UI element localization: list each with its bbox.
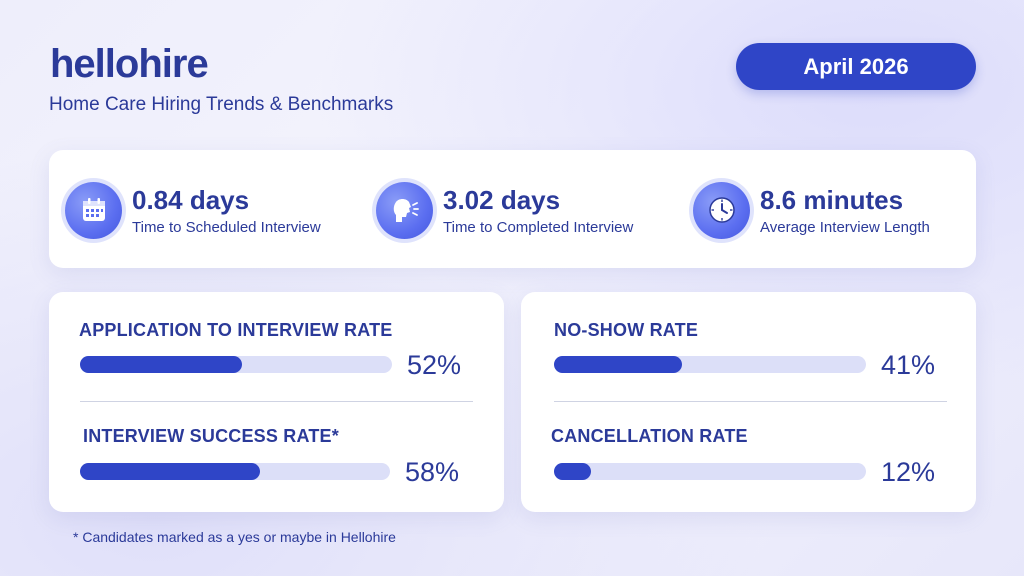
page-subtitle: Home Care Hiring Trends & Benchmarks bbox=[49, 94, 394, 115]
progress-fill bbox=[80, 463, 260, 480]
progress-fill bbox=[554, 356, 682, 373]
metric-no-show: NO-SHOW RATE bbox=[554, 320, 954, 341]
progress-bar bbox=[554, 356, 866, 373]
clock-icon bbox=[693, 181, 750, 239]
hellohire-logo: hellohire bbox=[50, 40, 209, 88]
stat-average-interview-length: 8.6 minutes Average Interview Length bbox=[693, 180, 930, 240]
metric-title: NO-SHOW RATE bbox=[554, 320, 699, 340]
logo-part-hello: hello bbox=[50, 42, 139, 86]
calendar-icon bbox=[65, 181, 122, 239]
stat-label: Time to Scheduled Interview bbox=[132, 218, 321, 236]
metric-value: 12% bbox=[881, 457, 936, 487]
stats-card: 0.84 days Time to Scheduled Interview 3.… bbox=[49, 150, 976, 268]
metric-value: 41% bbox=[881, 350, 936, 380]
metric-value: 58% bbox=[405, 457, 460, 487]
stat-label: Average Interview Length bbox=[760, 218, 930, 236]
metric-application-to-interview: APPLICATION TO INTERVIEW RATE bbox=[79, 320, 479, 341]
date-badge: April 2026 bbox=[736, 43, 976, 90]
stat-label: Time to Completed Interview bbox=[443, 218, 634, 236]
speaking-head-icon bbox=[376, 181, 433, 239]
metric-title: CANCELLATION RATE bbox=[551, 426, 748, 446]
divider bbox=[80, 401, 473, 402]
footnote: * Candidates marked as a yes or maybe in… bbox=[73, 529, 396, 545]
progress-fill bbox=[554, 463, 592, 480]
stat-time-to-scheduled: 0.84 days Time to Scheduled Interview bbox=[65, 180, 321, 240]
stat-value: 8.6 minutes bbox=[760, 184, 904, 215]
metrics-card-left: APPLICATION TO INTERVIEW RATE 52% INTERV… bbox=[49, 292, 504, 512]
logo-part-hire: hire bbox=[138, 42, 208, 86]
metric-cancellation: CANCELLATION RATE bbox=[551, 426, 951, 447]
stat-value: 3.02 days bbox=[443, 184, 561, 215]
stat-value: 0.84 days bbox=[132, 184, 250, 215]
metrics-card-right: NO-SHOW RATE 41% CANCELLATION RATE 12% bbox=[521, 292, 976, 512]
metric-value: 52% bbox=[407, 350, 462, 380]
metric-interview-success: INTERVIEW SUCCESS RATE* bbox=[79, 426, 479, 447]
progress-bar bbox=[80, 463, 390, 480]
divider bbox=[554, 401, 947, 402]
metric-title: INTERVIEW SUCCESS RATE* bbox=[83, 426, 339, 446]
progress-bar bbox=[80, 356, 392, 373]
progress-bar bbox=[554, 463, 866, 480]
stat-time-to-completed: 3.02 days Time to Completed Interview bbox=[376, 180, 633, 240]
metric-title: APPLICATION TO INTERVIEW RATE bbox=[79, 320, 393, 340]
progress-fill bbox=[80, 356, 243, 373]
